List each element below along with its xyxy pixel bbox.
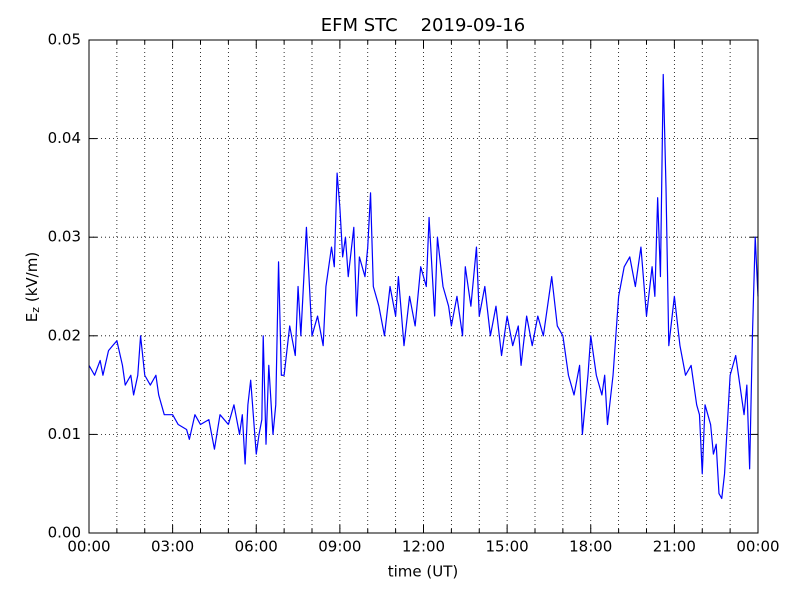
x-tick-label: 12:00 — [402, 538, 445, 556]
y-tick-label: 0.02 — [48, 326, 81, 344]
x-tick-label: 00:00 — [67, 538, 110, 556]
x-tick-label: 21:00 — [653, 538, 696, 556]
y-tick-label: 0.03 — [48, 228, 81, 246]
x-tick-label: 03:00 — [151, 538, 194, 556]
x-tick-label: 09:00 — [318, 538, 361, 556]
y-tick-label: 0.01 — [48, 425, 81, 443]
x-tick-label: 06:00 — [235, 538, 278, 556]
x-tick-label: 15:00 — [486, 538, 529, 556]
plot-frame — [88, 39, 759, 534]
y-axis-label-unit: (kV/m) — [23, 252, 41, 302]
x-tick-label: 18:00 — [569, 538, 612, 556]
y-tick-label: 0.04 — [48, 129, 81, 147]
data-line — [88, 73, 759, 500]
x-tick-label: 00:00 — [736, 538, 779, 556]
y-axis-label-subscript: z — [29, 307, 42, 313]
y-axis-label: Ez (kV/m) — [23, 252, 43, 322]
x-axis-label: time (UT) — [388, 563, 459, 581]
y-tick-label: 0.00 — [48, 524, 81, 542]
y-axis-label-main: E — [23, 313, 41, 322]
y-tick-label: 0.05 — [48, 31, 81, 49]
chart-title: EFM STC 2019-09-16 — [321, 15, 525, 36]
